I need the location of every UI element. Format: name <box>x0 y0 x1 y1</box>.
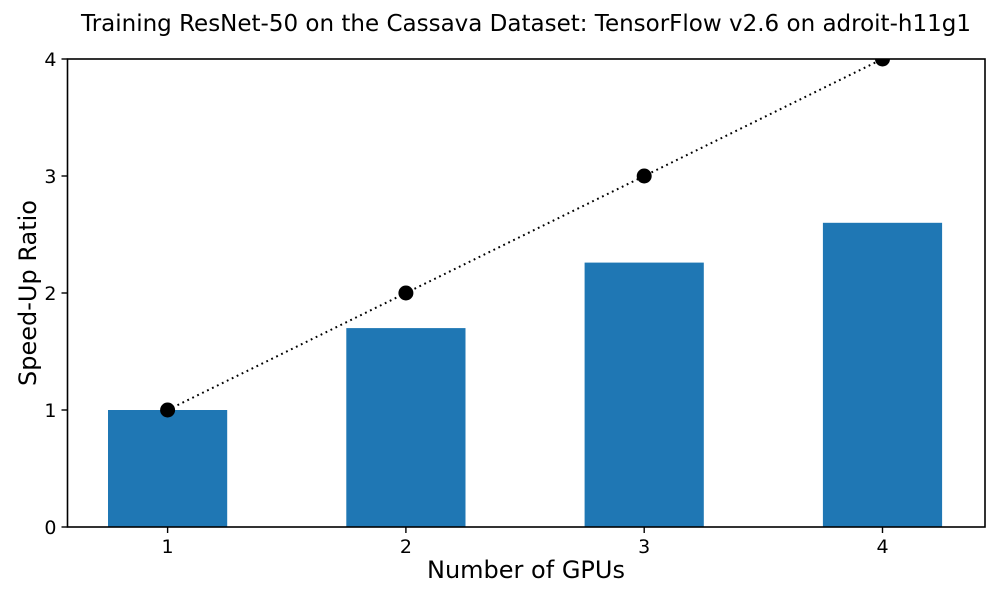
y-tick-label-4: 4 <box>44 49 56 71</box>
y-tick-label-1: 1 <box>44 400 56 422</box>
bar-series-measured-speedup <box>108 222 943 527</box>
ideal-speedup-marker-4gpu <box>875 59 890 67</box>
bar-2gpu <box>346 328 466 527</box>
ideal-speedup-marker-2gpu <box>398 285 414 301</box>
bar-3gpu <box>584 262 704 527</box>
ideal-speedup-dotted-line <box>167 59 883 411</box>
ideal-speedup-line-series <box>160 59 890 418</box>
bar-1gpu <box>108 410 228 527</box>
bar-4gpu <box>822 222 943 527</box>
ideal-speedup-marker-1gpu <box>160 402 176 418</box>
x-tick-label-4: 4 <box>876 536 888 558</box>
y-tick-label-2: 2 <box>44 283 56 305</box>
x-tick-label-1: 1 <box>162 536 174 558</box>
ideal-speedup-marker-3gpu <box>636 168 652 184</box>
chart-title: Training ResNet-50 on the Cassava Datase… <box>81 11 971 37</box>
x-tick-label-3: 3 <box>638 536 650 558</box>
y-tick-label-0: 0 <box>44 517 56 539</box>
x-axis-label: Number of GPUs <box>427 556 625 584</box>
y-tick-label-3: 3 <box>44 166 56 188</box>
x-tick-label-2: 2 <box>400 536 412 558</box>
